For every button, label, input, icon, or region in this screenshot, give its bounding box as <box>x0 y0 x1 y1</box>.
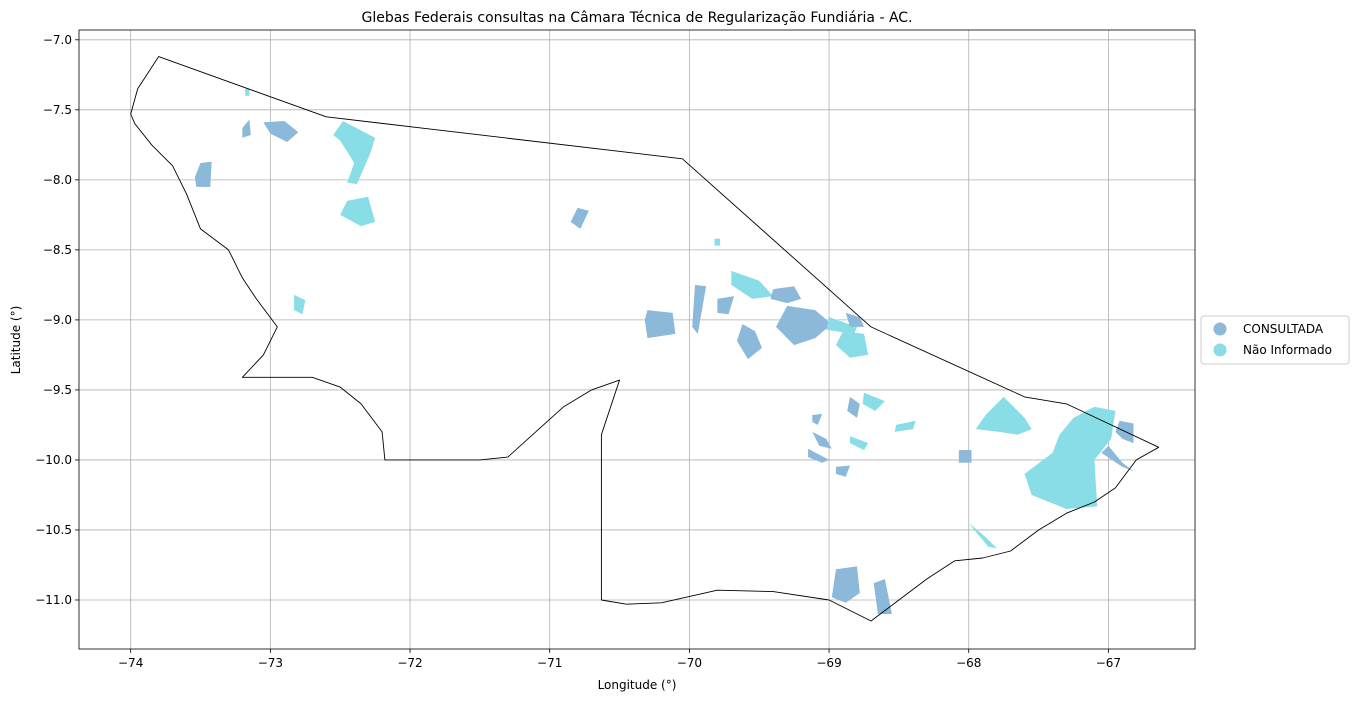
x-tick-label: −69 <box>816 656 841 670</box>
gleba-consultada <box>263 121 299 142</box>
gleba-nao-informado <box>826 317 857 334</box>
legend-marker-nao-informado <box>1213 343 1227 357</box>
y-tick-label: −11.0 <box>35 593 72 607</box>
gleba-nao-informado <box>968 523 997 549</box>
gleba-nao-informado <box>731 270 774 299</box>
gleba-consultada <box>812 431 832 449</box>
chart-title: Glebas Federais consultas na Câmara Técn… <box>361 10 912 26</box>
gleba-consultada <box>717 296 735 315</box>
x-tick-label: −70 <box>677 656 702 670</box>
gleba-consultada <box>692 284 707 334</box>
gleba-consultada <box>770 286 802 304</box>
y-tick-label: −7.5 <box>43 103 72 117</box>
gleba-consultada <box>845 312 864 327</box>
x-tick-label: −67 <box>1096 656 1121 670</box>
gleba-consultada <box>194 161 212 187</box>
legend-box <box>1200 315 1350 365</box>
y-tick-label: −9.5 <box>43 383 72 397</box>
gleba-consultada <box>808 448 830 463</box>
gleba-nao-informado <box>975 396 1032 435</box>
gleba-consultada <box>812 413 823 425</box>
gleba-consultada <box>570 207 589 229</box>
gleba-nao-informado <box>714 238 721 246</box>
gleba-consultada <box>873 579 892 614</box>
x-tick-label: −72 <box>397 656 422 670</box>
legend: CONSULTADA Não Informado <box>1200 315 1350 365</box>
x-tick-label: −74 <box>118 656 143 670</box>
gleba-consultada <box>831 566 860 603</box>
x-tick-label: −68 <box>956 656 981 670</box>
y-tick-label: −8.0 <box>43 173 72 187</box>
y-tick-label: −10.5 <box>35 523 72 537</box>
legend-label-consultada: CONSULTADA <box>1243 322 1324 336</box>
gleba-nao-informado <box>294 294 306 315</box>
y-tick-label: −9.0 <box>43 313 72 327</box>
gleba-consultada <box>958 450 972 463</box>
x-tick-label: −71 <box>537 656 562 670</box>
x-tick-label: −73 <box>258 656 283 670</box>
gleba-consultada <box>1115 420 1134 444</box>
gleba-consultada <box>736 324 762 360</box>
gleba-consultada <box>776 305 832 346</box>
y-tick-label: −8.5 <box>43 243 72 257</box>
legend-label-nao-informado: Não Informado <box>1243 343 1332 357</box>
gleba-nao-informado <box>836 331 869 358</box>
legend-marker-consultada <box>1213 322 1227 336</box>
y-axis-ticks: −7.0 −7.5 −8.0 −8.5 −9.0 −9.5 −10.0 −10.5 −11.0 <box>35 33 79 607</box>
gleba-consultada <box>836 465 850 477</box>
gleba-consultada <box>1101 445 1134 472</box>
y-tick-label: −10.0 <box>35 453 72 467</box>
glebas-layer <box>194 88 1134 614</box>
gleba-nao-informado <box>894 420 916 432</box>
gleba-nao-informado <box>245 88 250 96</box>
gleba-nao-informado <box>850 436 869 451</box>
y-axis-label: Latitude (°) <box>9 306 23 375</box>
gleba-nao-informado <box>862 392 885 411</box>
gleba-consultada <box>847 396 860 418</box>
y-tick-label: −7.0 <box>43 33 72 47</box>
gleba-consultada <box>242 119 251 138</box>
plot-frame <box>78 29 1196 650</box>
x-axis-ticks: −74 −73 −72 −71 −70 −69 −68 −67 <box>118 649 1121 670</box>
gleba-nao-informado <box>333 121 376 184</box>
state-border-layer <box>130 56 1160 622</box>
acre-state-border <box>130 56 1160 622</box>
gleba-nao-informado <box>340 196 376 227</box>
gleba-nao-informado <box>1024 406 1116 509</box>
gleba-consultada <box>644 310 676 339</box>
x-axis-label: Longitude (°) <box>598 678 677 692</box>
